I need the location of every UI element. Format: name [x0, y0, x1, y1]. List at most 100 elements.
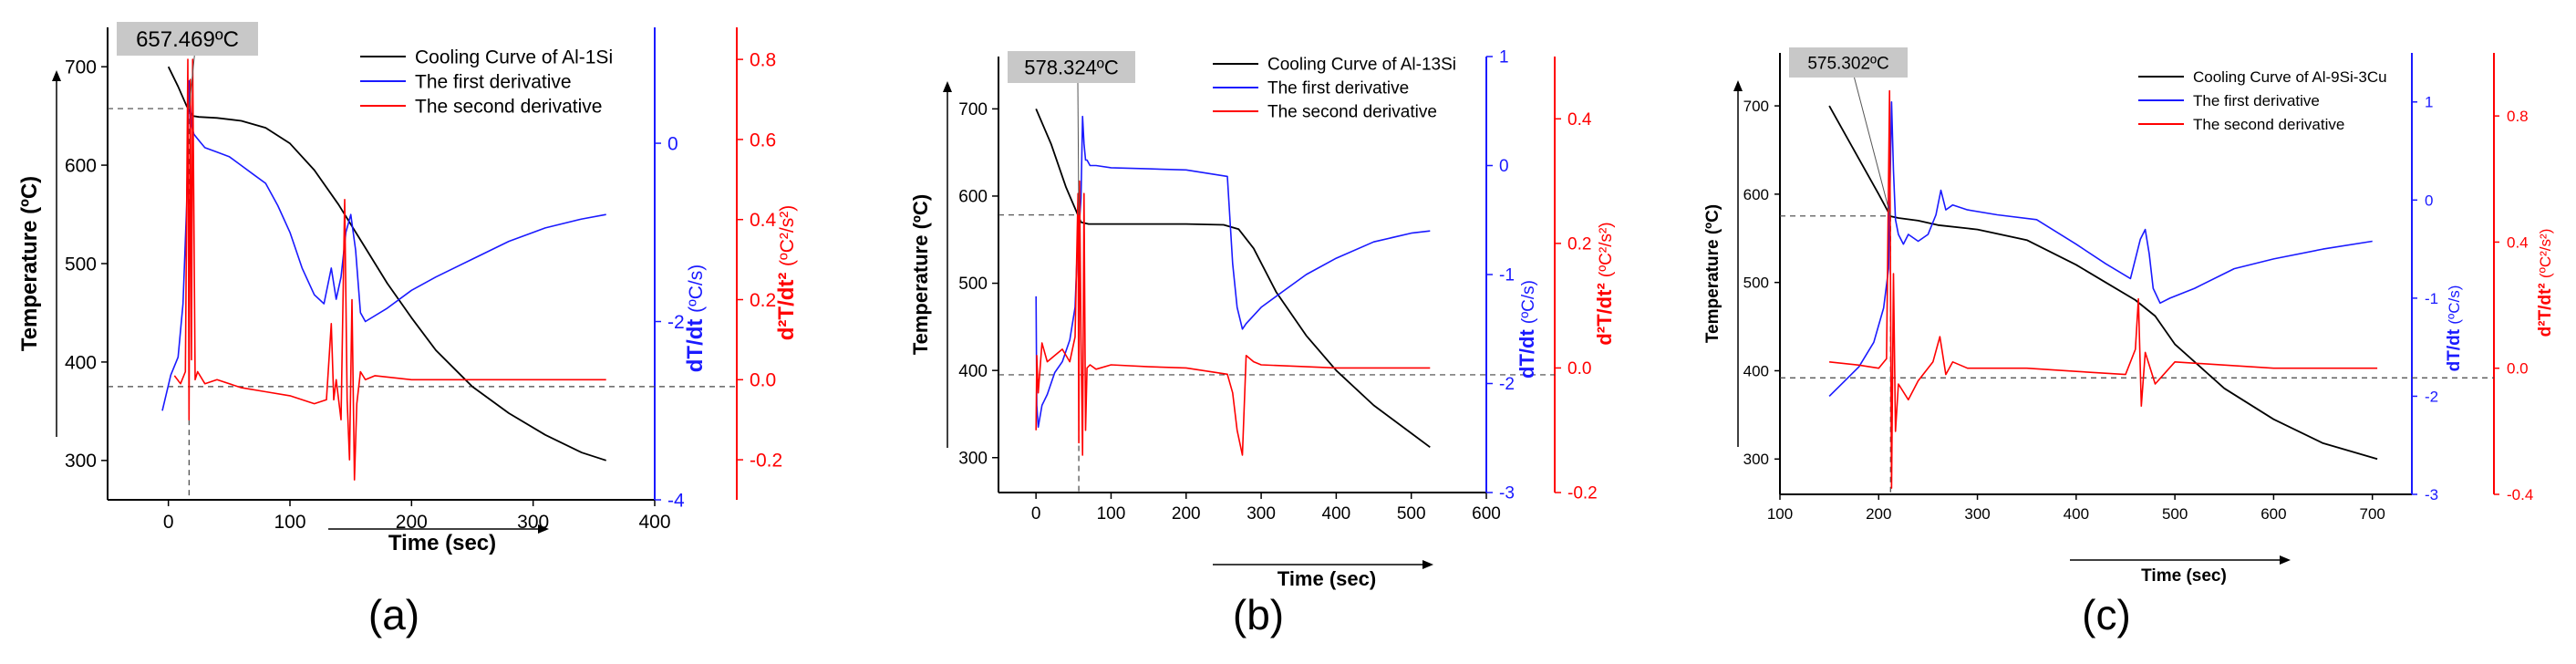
- y-tick-label: 700: [65, 57, 97, 78]
- x-tick-label: 300: [1964, 505, 1990, 523]
- x-tick-label: 600: [1472, 504, 1501, 524]
- x-tick-label: 300: [1247, 504, 1276, 524]
- y3-tick-label: -0.2: [750, 450, 782, 471]
- x-tick-label: 600: [2260, 505, 2286, 523]
- x-axis-arrowhead: [1422, 560, 1433, 569]
- y-tick-label: 400: [958, 362, 988, 381]
- annotation-leader: [188, 55, 195, 109]
- legend-label: The first derivative: [2193, 92, 2320, 109]
- x-axis-title: Time (sec): [388, 531, 496, 555]
- y-tick-label: 700: [1743, 98, 1769, 115]
- y2-tick-label: -2: [1499, 375, 1515, 394]
- y-tick-label: 300: [958, 449, 988, 468]
- first-derivative-line: [1035, 115, 1431, 429]
- x-axis-title: Time (sec): [1278, 567, 1376, 590]
- y-tick-label: 300: [65, 451, 97, 472]
- panel-b: 0 100 200 300 400 500 600 300 400 500 600 700 -3 -2 -1…: [909, 48, 1616, 638]
- x-tick-label: 500: [2162, 505, 2188, 523]
- y2-tick-label: 0: [667, 133, 678, 154]
- annotation-leader: [1854, 77, 1891, 216]
- y2-tick-label: -2: [667, 312, 685, 333]
- y-tick-label: 600: [1743, 186, 1769, 203]
- y3-axis-title-unit: (ºC²/s²): [2537, 229, 2554, 278]
- x-axis-arrowhead: [538, 524, 549, 534]
- y2-axis-title-unit: (ºC/s): [686, 265, 707, 313]
- annotation-box: [1789, 47, 1908, 78]
- y-tick-label: 700: [958, 100, 988, 119]
- legend-label: Cooling Curve of Al-9Si-3Cu: [2193, 68, 2387, 86]
- y2-tick-label: -3: [2425, 486, 2438, 503]
- y-axis-arrowhead: [1733, 80, 1743, 91]
- legend-label: The first derivative: [415, 71, 572, 92]
- y-tick-label: 600: [958, 188, 988, 207]
- y2-tick-label: 0: [2425, 192, 2433, 209]
- y3-axis-title-unit: (ºC²/s²): [1597, 222, 1616, 277]
- y2-axis-title-main: dT/dt: [1516, 324, 1538, 379]
- y-tick-label: 300: [1743, 451, 1769, 468]
- x-tick-label: 400: [638, 512, 670, 533]
- y2-tick-label: 1: [1499, 48, 1509, 67]
- y3-axis-title-main: d²T/dt²: [1593, 277, 1616, 346]
- y-tick-label: 500: [65, 254, 97, 275]
- legend-label: The first derivative: [1267, 79, 1409, 99]
- y3-tick-label: 0.0: [2507, 360, 2529, 378]
- y-tick-label: 500: [1743, 275, 1769, 292]
- y3-tick-label: 0.2: [750, 290, 776, 311]
- y-tick-label: 400: [65, 352, 97, 373]
- first-derivative-line: [1828, 101, 2373, 397]
- annotation-label: 575.302ºC: [1807, 54, 1888, 73]
- legend-label: The second derivative: [2193, 116, 2344, 133]
- y2-axis-title: dT/dt (ºC/s): [683, 265, 708, 372]
- annotation-label: 657.469ºC: [136, 27, 239, 52]
- legend-label: The second derivative: [1267, 103, 1437, 122]
- y2-tick-label: -1: [1499, 266, 1515, 285]
- y-axis-title: Temperature (ºC): [909, 194, 932, 355]
- y2-tick-label: 0: [1499, 157, 1509, 176]
- panel-label: (c): [2082, 591, 2131, 638]
- second-derivative-line: [1829, 89, 2378, 489]
- y2-axis-title-main: dT/dt: [2445, 325, 2464, 372]
- y-axis-title: Temperature (ºC): [17, 176, 42, 351]
- y3-tick-label: 0.4: [1567, 110, 1592, 130]
- y3-axis-title: d²T/dt² (ºC²/s²): [2536, 229, 2555, 337]
- x-tick-label: 200: [1172, 504, 1201, 524]
- x-axis-arrowhead: [2280, 555, 2291, 565]
- y3-tick-label: -0.2: [1567, 484, 1598, 503]
- panel-c: 100 200 300 400 500 600 700 300 400 500 600 700 -3 -2…: [1703, 47, 2555, 638]
- x-tick-label: 400: [2064, 505, 2089, 523]
- y-tick-label: 600: [65, 155, 97, 176]
- cooling-curve-line: [1035, 109, 1431, 449]
- y3-tick-label: 0.8: [750, 49, 776, 70]
- annotation-label: 578.324ºC: [1024, 56, 1119, 78]
- y3-axis-title-main: d²T/dt²: [774, 266, 799, 340]
- x-axis-title: Time (sec): [2141, 566, 2227, 586]
- legend-label: Cooling Curve of Al-1Si: [415, 47, 613, 67]
- y2-tick-label: -4: [667, 490, 685, 511]
- y3-tick-label: 0.8: [2507, 108, 2529, 125]
- legend-label: The second derivative: [415, 96, 602, 117]
- y3-axis-title: d²T/dt² (ºC²/s²): [1593, 222, 1616, 345]
- y-axis-arrowhead: [943, 81, 952, 92]
- x-tick-label: 0: [163, 512, 174, 533]
- cooling-curve-line: [167, 66, 606, 462]
- y2-tick-label: -3: [1499, 484, 1515, 503]
- panel-a: 0 100 200 300 400300400500600700-4-20-0.20.0…: [17, 22, 799, 638]
- panel-label: (a): [368, 591, 419, 638]
- second-derivative-line: [1035, 180, 1431, 456]
- x-tick-label: 0: [1031, 504, 1041, 524]
- annotation-box: [1008, 51, 1135, 83]
- annotation-leader: [1077, 82, 1080, 215]
- x-tick-label: 100: [1097, 504, 1126, 524]
- y2-tick-label: 1: [2425, 94, 2433, 111]
- y2-tick-label: -1: [2425, 290, 2438, 307]
- y3-tick-label: -0.4: [2507, 486, 2533, 503]
- y-axis-arrowhead: [52, 70, 61, 81]
- y3-axis-title: d²T/dt² (ºC²/s²): [774, 205, 799, 340]
- y-tick-label: 400: [1743, 362, 1769, 379]
- y2-axis-title-unit: (ºC/s): [2446, 285, 2463, 325]
- annotation-box: [117, 22, 258, 56]
- y3-tick-label: 0.0: [1567, 359, 1591, 379]
- second-derivative-line: [173, 58, 606, 481]
- y3-tick-label: 0.2: [1567, 235, 1591, 254]
